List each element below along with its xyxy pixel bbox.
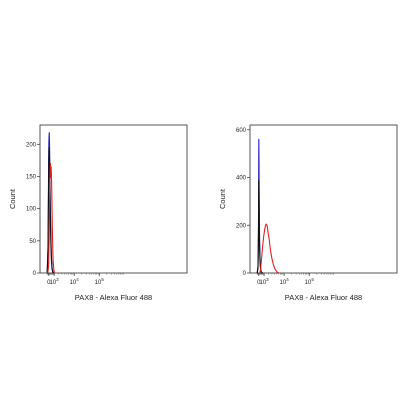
x-tick-base: 10 xyxy=(280,280,287,286)
x-tick-base: 10 xyxy=(305,280,312,286)
y-tick-label: 400 xyxy=(236,176,247,182)
y-tick-label: 600 xyxy=(236,128,247,134)
x-tick-base: 10 xyxy=(70,280,77,286)
y-axis-title: Count xyxy=(8,188,17,209)
y-axis-title: Count xyxy=(218,188,227,209)
plot-frame xyxy=(249,124,398,274)
x-tick-base: 0 xyxy=(47,280,51,286)
x-tick-label: 104 xyxy=(70,277,80,286)
y-tick-label: 50 xyxy=(29,239,36,245)
x-tick-label: 0 xyxy=(257,280,261,286)
x-tick-base: 10 xyxy=(95,280,102,286)
x-tick-exponent: 3 xyxy=(56,277,59,282)
plot-frame xyxy=(39,124,188,274)
histogram-series-3 xyxy=(47,163,56,274)
y-tick-label: 200 xyxy=(26,142,37,148)
x-tick-exponent: 4 xyxy=(76,277,79,282)
x-tick-exponent: 4 xyxy=(286,277,289,282)
x-tick-base: 0 xyxy=(257,280,261,286)
x-tick-label: 103 xyxy=(49,277,59,286)
x-tick-base: 10 xyxy=(259,280,266,286)
y-tick-label: 200 xyxy=(236,223,247,229)
x-tick-label: 0 xyxy=(47,280,51,286)
x-tick-exponent: 3 xyxy=(266,277,269,282)
histogram-series-2 xyxy=(256,179,263,274)
x-tick-label: 105 xyxy=(95,277,105,286)
x-axis-title: PAX8 - Alexa Fluor 488 xyxy=(75,293,152,302)
y-tick-label: 100 xyxy=(26,207,37,213)
x-tick-exponent: 5 xyxy=(311,277,314,282)
x-tick-label: 104 xyxy=(280,277,290,286)
x-axis-title: PAX8 - Alexa Fluor 488 xyxy=(285,293,362,302)
y-tick-label: 0 xyxy=(33,271,37,277)
histogram-series-3 xyxy=(259,223,280,274)
y-tick-label: 150 xyxy=(26,174,37,180)
x-tick-label: 105 xyxy=(305,277,315,286)
x-tick-base: 10 xyxy=(49,280,56,286)
x-tick-label: 103 xyxy=(259,277,269,286)
x-tick-exponent: 5 xyxy=(101,277,104,282)
y-tick-label: 0 xyxy=(243,271,247,277)
